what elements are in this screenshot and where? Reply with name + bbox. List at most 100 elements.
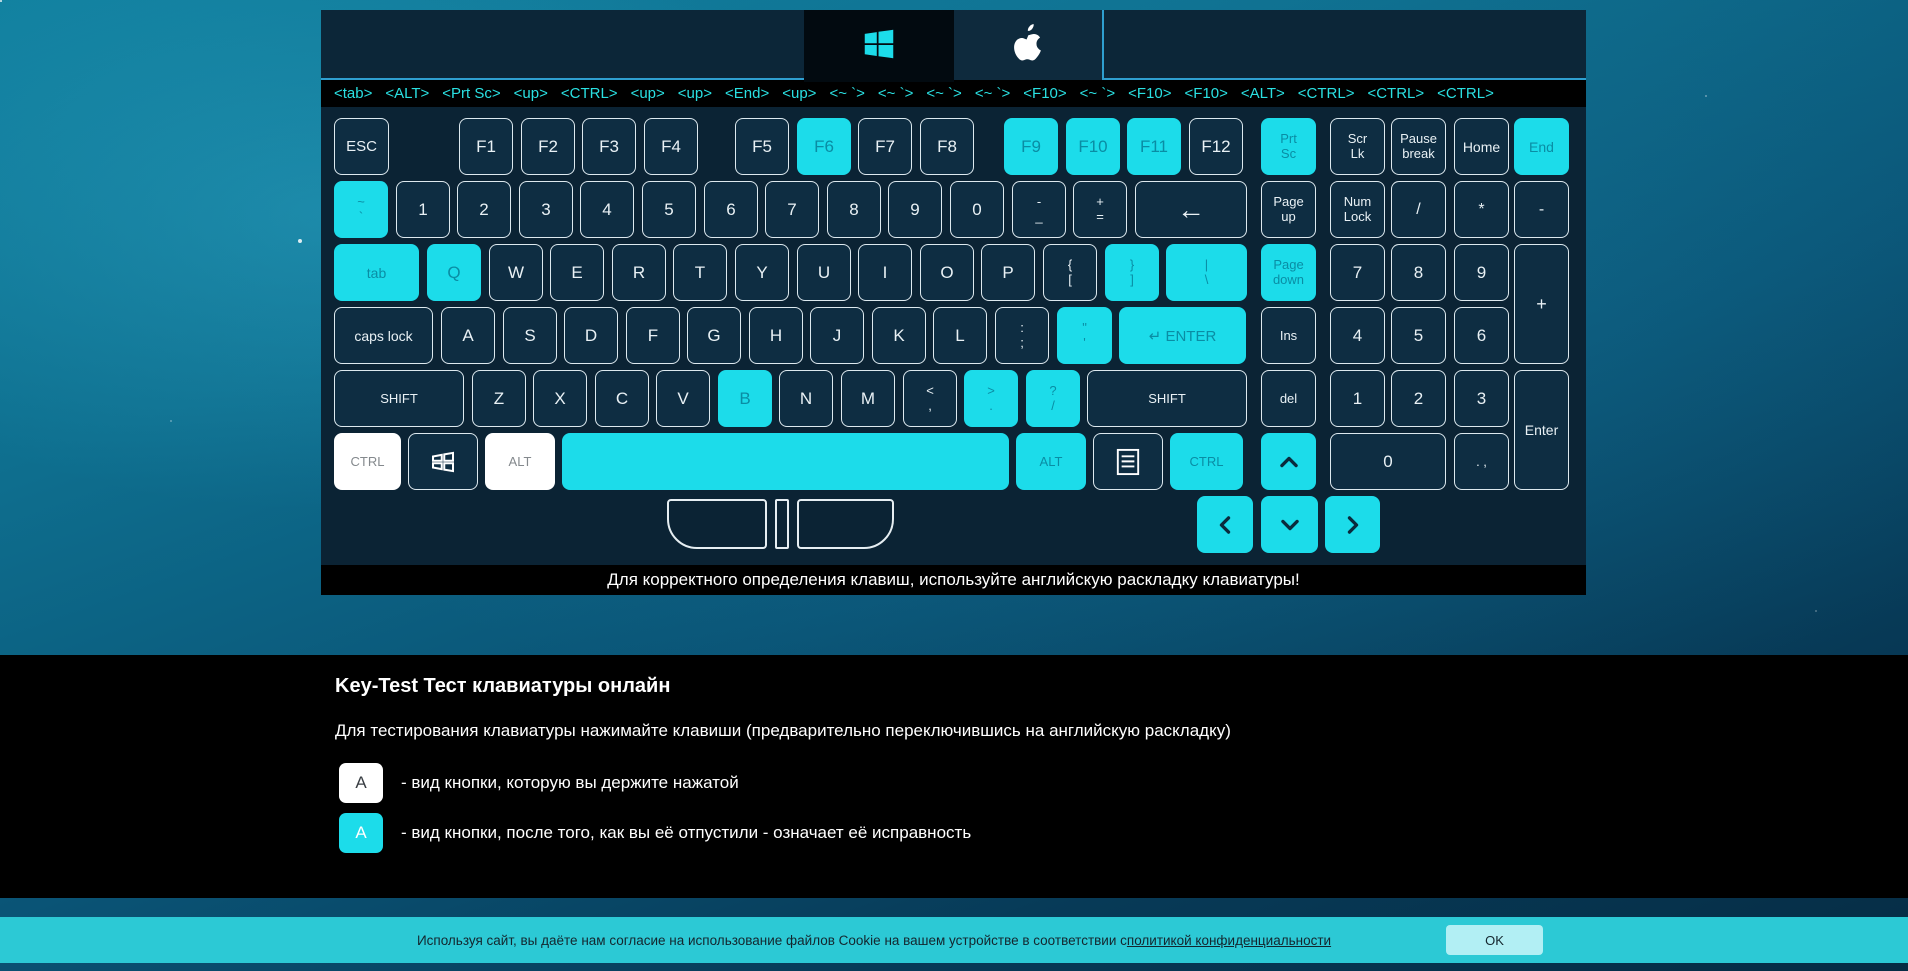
key-insert[interactable]: Ins (1261, 307, 1316, 364)
key-f[interactable]: F (626, 307, 680, 364)
key-f4[interactable]: F4 (644, 118, 698, 175)
key-num0[interactable]: 0 (1330, 433, 1446, 490)
key-lalt[interactable]: ALT (485, 433, 555, 490)
key-l[interactable]: L (933, 307, 987, 364)
key-a[interactable]: A (441, 307, 495, 364)
key-backquote[interactable]: ~ ` (334, 181, 388, 238)
key-e[interactable]: E (550, 244, 604, 301)
key-d[interactable]: D (564, 307, 618, 364)
key-2[interactable]: 2 (457, 181, 511, 238)
key-home[interactable]: Home (1454, 118, 1509, 175)
key-p[interactable]: P (981, 244, 1035, 301)
key-n[interactable]: N (779, 370, 833, 427)
key-z[interactable]: Z (472, 370, 526, 427)
key-rshift[interactable]: SHIFT (1087, 370, 1247, 427)
mouse-left-button[interactable] (667, 499, 767, 549)
key-semicolon[interactable]: :; (995, 307, 1049, 364)
key-arrow-left[interactable] (1197, 496, 1253, 553)
key-tab[interactable]: tab (334, 244, 419, 301)
key-arrow-right[interactable] (1325, 496, 1380, 553)
key-v[interactable]: V (656, 370, 710, 427)
key-num5[interactable]: 5 (1391, 307, 1446, 364)
key-up-arrow[interactable] (1261, 433, 1316, 490)
key-f8[interactable]: F8 (920, 118, 974, 175)
key-f11[interactable]: F11 (1127, 118, 1181, 175)
key-g[interactable]: G (687, 307, 741, 364)
key-num4[interactable]: 4 (1330, 307, 1385, 364)
cookie-ok-button[interactable]: OK (1446, 925, 1543, 955)
key-i[interactable]: I (858, 244, 912, 301)
key-x[interactable]: X (533, 370, 587, 427)
key-numadd[interactable]: + (1514, 244, 1569, 364)
key-7[interactable]: 7 (765, 181, 819, 238)
key-f2[interactable]: F2 (521, 118, 575, 175)
key-delete[interactable]: del (1261, 370, 1316, 427)
key-j[interactable]: J (810, 307, 864, 364)
key-6[interactable]: 6 (704, 181, 758, 238)
key-numlock[interactable]: Num Lock (1330, 181, 1385, 238)
key-num7[interactable]: 7 (1330, 244, 1385, 301)
key-k[interactable]: K (872, 307, 926, 364)
key-menu[interactable] (1093, 433, 1163, 490)
key-ralt[interactable]: ALT (1016, 433, 1086, 490)
key-end[interactable]: End (1514, 118, 1569, 175)
key-space[interactable] (562, 433, 1009, 490)
key-num2[interactable]: 2 (1391, 370, 1446, 427)
key-f10[interactable]: F10 (1066, 118, 1120, 175)
key-num1[interactable]: 1 (1330, 370, 1385, 427)
key-f7[interactable]: F7 (858, 118, 912, 175)
key-h[interactable]: H (749, 307, 803, 364)
key-8[interactable]: 8 (827, 181, 881, 238)
key-numdot[interactable]: . , (1454, 433, 1509, 490)
key-minus[interactable]: - _ (1012, 181, 1066, 238)
key-backspace[interactable]: ← (1135, 181, 1247, 238)
key-arrow-down[interactable] (1261, 496, 1318, 553)
key-u[interactable]: U (797, 244, 851, 301)
key-f6[interactable]: F6 (797, 118, 851, 175)
key-4[interactable]: 4 (580, 181, 634, 238)
key-enter[interactable]: ↵ ENTER (1119, 307, 1246, 364)
key-c[interactable]: C (595, 370, 649, 427)
key-w[interactable]: W (489, 244, 543, 301)
key-r[interactable]: R (612, 244, 666, 301)
key-m[interactable]: M (841, 370, 895, 427)
mouse-wheel[interactable] (775, 499, 789, 549)
key-0[interactable]: 0 (950, 181, 1004, 238)
key-rbracket[interactable]: }] (1105, 244, 1159, 301)
key-f1[interactable]: F1 (459, 118, 513, 175)
key-comma[interactable]: <, (903, 370, 957, 427)
key-t[interactable]: T (673, 244, 727, 301)
key-pause[interactable]: Pause break (1391, 118, 1446, 175)
key-lbracket[interactable]: {[ (1043, 244, 1097, 301)
key-quote[interactable]: " ' (1057, 307, 1112, 364)
key-3[interactable]: 3 (519, 181, 573, 238)
privacy-policy-link[interactable]: политикой конфиденциальности (1126, 932, 1332, 948)
key-f5[interactable]: F5 (735, 118, 789, 175)
key-num9[interactable]: 9 (1454, 244, 1509, 301)
key-o[interactable]: O (920, 244, 974, 301)
key-q[interactable]: Q (427, 244, 481, 301)
key-b[interactable]: B (718, 370, 772, 427)
key-equals[interactable]: + = (1073, 181, 1127, 238)
key-num8[interactable]: 8 (1391, 244, 1446, 301)
key-s[interactable]: S (503, 307, 557, 364)
tab-apple[interactable] (954, 10, 1104, 80)
key-f12[interactable]: F12 (1189, 118, 1243, 175)
key-f9[interactable]: F9 (1004, 118, 1058, 175)
key-rctrl[interactable]: CTRL (1170, 433, 1243, 490)
key-num-enter[interactable]: Enter (1514, 370, 1569, 490)
key-lctrl[interactable]: CTRL (334, 433, 401, 490)
key-capslock[interactable]: caps lock (334, 307, 433, 364)
key-pageup[interactable]: Page up (1261, 181, 1316, 238)
key-num3[interactable]: 3 (1454, 370, 1509, 427)
key-period[interactable]: >. (964, 370, 1018, 427)
key-pagedown[interactable]: Page down (1261, 244, 1316, 301)
key-win[interactable] (408, 433, 478, 490)
tab-windows[interactable] (804, 10, 954, 82)
key-num6[interactable]: 6 (1454, 307, 1509, 364)
key-numsub[interactable]: - (1514, 181, 1569, 238)
key-1[interactable]: 1 (396, 181, 450, 238)
key-y[interactable]: Y (735, 244, 789, 301)
key-scrlk[interactable]: Scr Lk (1330, 118, 1385, 175)
key-numdiv[interactable]: / (1391, 181, 1446, 238)
